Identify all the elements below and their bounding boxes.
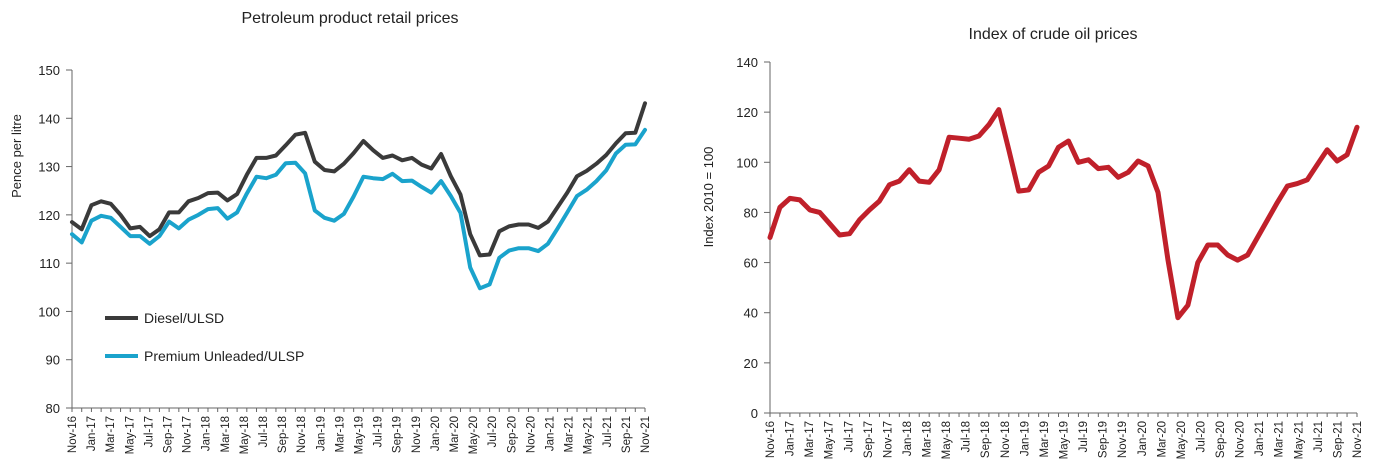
chart-petroleum: Petroleum product retail prices Pence pe… (9, 10, 652, 454)
legend-label-diesel: Diesel/ULSD (144, 310, 224, 326)
x-tick-label: Sep-21 (1332, 421, 1344, 458)
chart-title-crude: Index of crude oil prices (969, 26, 1138, 43)
x-tick-label: Jan-19 (315, 416, 327, 451)
x-tick-label: Jan-20 (430, 416, 442, 451)
x-tick-label: Nov-21 (640, 416, 652, 453)
x-tick-label: Nov-19 (411, 416, 423, 453)
x-tick-label: Jul-17 (843, 421, 855, 452)
x-tick-label: Jan-17 (86, 416, 98, 451)
series-line-crude-index (767, 107, 1360, 321)
x-tick-label: Mar-20 (1156, 421, 1168, 457)
x-tick-label: Mar-17 (105, 416, 117, 452)
x-tick-label: Jul-20 (1195, 421, 1207, 452)
chart-title-petroleum: Petroleum product retail prices (242, 10, 459, 27)
y-tick-label: 110 (39, 256, 60, 271)
y-tick-label: 140 (736, 55, 758, 70)
x-tick-label: Nov-21 (1352, 421, 1364, 458)
y-tick-label: 90 (46, 353, 60, 368)
x-tick-label: Jan-18 (201, 416, 213, 451)
series-line-diesel-ulsd (70, 101, 647, 258)
x-tick-label: Nov-17 (882, 421, 894, 458)
x-tick-label: Sep-20 (1215, 421, 1227, 458)
x-tick-label: Nov-16 (765, 421, 777, 458)
x-tick-label: Nov-20 (1235, 421, 1247, 458)
x-tick-label: May-20 (1176, 421, 1188, 459)
y-tick-label: 120 (38, 208, 60, 223)
y-tick-label: 20 (744, 356, 758, 371)
x-tick-label: Mar-21 (564, 416, 576, 452)
series-line-premium-unleaded-ulsp (70, 127, 647, 291)
x-tick-label: Mar-18 (220, 416, 232, 452)
x-tick-label: May-18 (239, 416, 251, 454)
x-tick-label: Sep-20 (506, 416, 518, 453)
y-tick-label: 80 (744, 205, 758, 220)
x-tick-label: May-18 (941, 421, 953, 459)
y-ticks-petroleum: 80 90 100 110 120 130 140 150 (38, 63, 72, 416)
x-tick-label: Jul-20 (487, 416, 499, 447)
y-tick-label: 40 (744, 306, 758, 321)
x-tick-label: Mar-19 (334, 416, 346, 452)
y-tick-label: 130 (38, 160, 60, 175)
y-tick-label: 140 (38, 111, 60, 126)
legend-label-premium: Premium Unleaded/ULSP (144, 348, 304, 364)
x-tick-label: Jan-18 (902, 421, 914, 456)
x-tick-label: Jul-19 (373, 416, 385, 447)
y-tick-label: 0 (751, 406, 758, 421)
series-lines-crude (767, 107, 1360, 321)
x-tick-label: Jan-21 (545, 416, 557, 451)
legend-petroleum: Diesel/ULSD Premium Unleaded/ULSP (105, 310, 304, 364)
x-tick-label: Sep-17 (163, 416, 175, 453)
x-tick-label: Jul-19 (1078, 421, 1090, 452)
x-tick-label: May-21 (1293, 421, 1305, 459)
x-tick-label: Mar-21 (1274, 421, 1286, 457)
x-tick-label: Mar-20 (449, 416, 461, 452)
x-tick-label: Nov-20 (525, 416, 537, 453)
y-tick-label: 100 (736, 155, 758, 170)
y-axis-label-crude: Index 2010 = 100 (701, 147, 716, 248)
x-tick-label: Nov-19 (1117, 421, 1129, 458)
x-tick-label: Sep-19 (1098, 421, 1110, 458)
x-tick-label: May-17 (824, 421, 836, 459)
x-tick-label: Sep-18 (277, 416, 289, 453)
chart-crude: Index of crude oil prices Index 2010 = 1… (701, 26, 1364, 459)
series-lines-petroleum (70, 101, 647, 291)
x-tick-label: Jan-17 (785, 421, 797, 456)
y-ticks-crude: 0 20 40 60 80 100 120 140 (736, 55, 770, 421)
x-tick-label: Sep-17 (863, 421, 875, 458)
x-tick-label: Jul-17 (143, 416, 155, 447)
x-tick-label: Mar-18 (922, 421, 934, 457)
x-tick-label: Nov-18 (1000, 421, 1012, 458)
y-tick-label: 120 (736, 105, 758, 120)
y-axis-label-petroleum: Pence per litre (9, 114, 24, 198)
x-tick-label: Jul-21 (602, 416, 614, 447)
x-tick-label: Jan-19 (1019, 421, 1031, 456)
x-tick-label: Sep-21 (621, 416, 633, 453)
x-tick-label: Jul-18 (258, 416, 270, 447)
x-ticks-petroleum: Nov-16 Jan-17 Mar-17 May-17 Jul-17 Sep-17 Nov-… (67, 408, 652, 454)
x-tick-label: Nov-17 (182, 416, 194, 453)
x-tick-label: May-20 (468, 416, 480, 454)
y-tick-label: 150 (38, 63, 60, 78)
x-tick-label: May-21 (583, 416, 595, 454)
x-tick-label: Sep-18 (980, 421, 992, 458)
x-tick-label: Jul-18 (961, 421, 973, 452)
x-tick-label: Jan-21 (1254, 421, 1266, 456)
y-tick-label: 60 (744, 256, 758, 271)
x-tick-label: Mar-17 (804, 421, 816, 457)
x-tick-label: Sep-19 (392, 416, 404, 453)
x-ticks-crude: Nov-16 Jan-17 Mar-17 May-17 Jul-17 Sep-17 Nov-… (765, 413, 1364, 459)
y-tick-label: 100 (38, 304, 60, 319)
x-tick-label: Jul-21 (1313, 421, 1325, 452)
x-tick-label: May-19 (354, 416, 366, 454)
x-tick-label: Nov-18 (296, 416, 308, 453)
y-tick-label: 80 (46, 401, 60, 416)
x-tick-label: Jan-20 (1137, 421, 1149, 456)
x-tick-label: May-17 (124, 416, 136, 454)
x-tick-label: May-19 (1059, 421, 1071, 459)
x-tick-label: Mar-19 (1039, 421, 1051, 457)
x-tick-label: Nov-16 (67, 416, 79, 453)
